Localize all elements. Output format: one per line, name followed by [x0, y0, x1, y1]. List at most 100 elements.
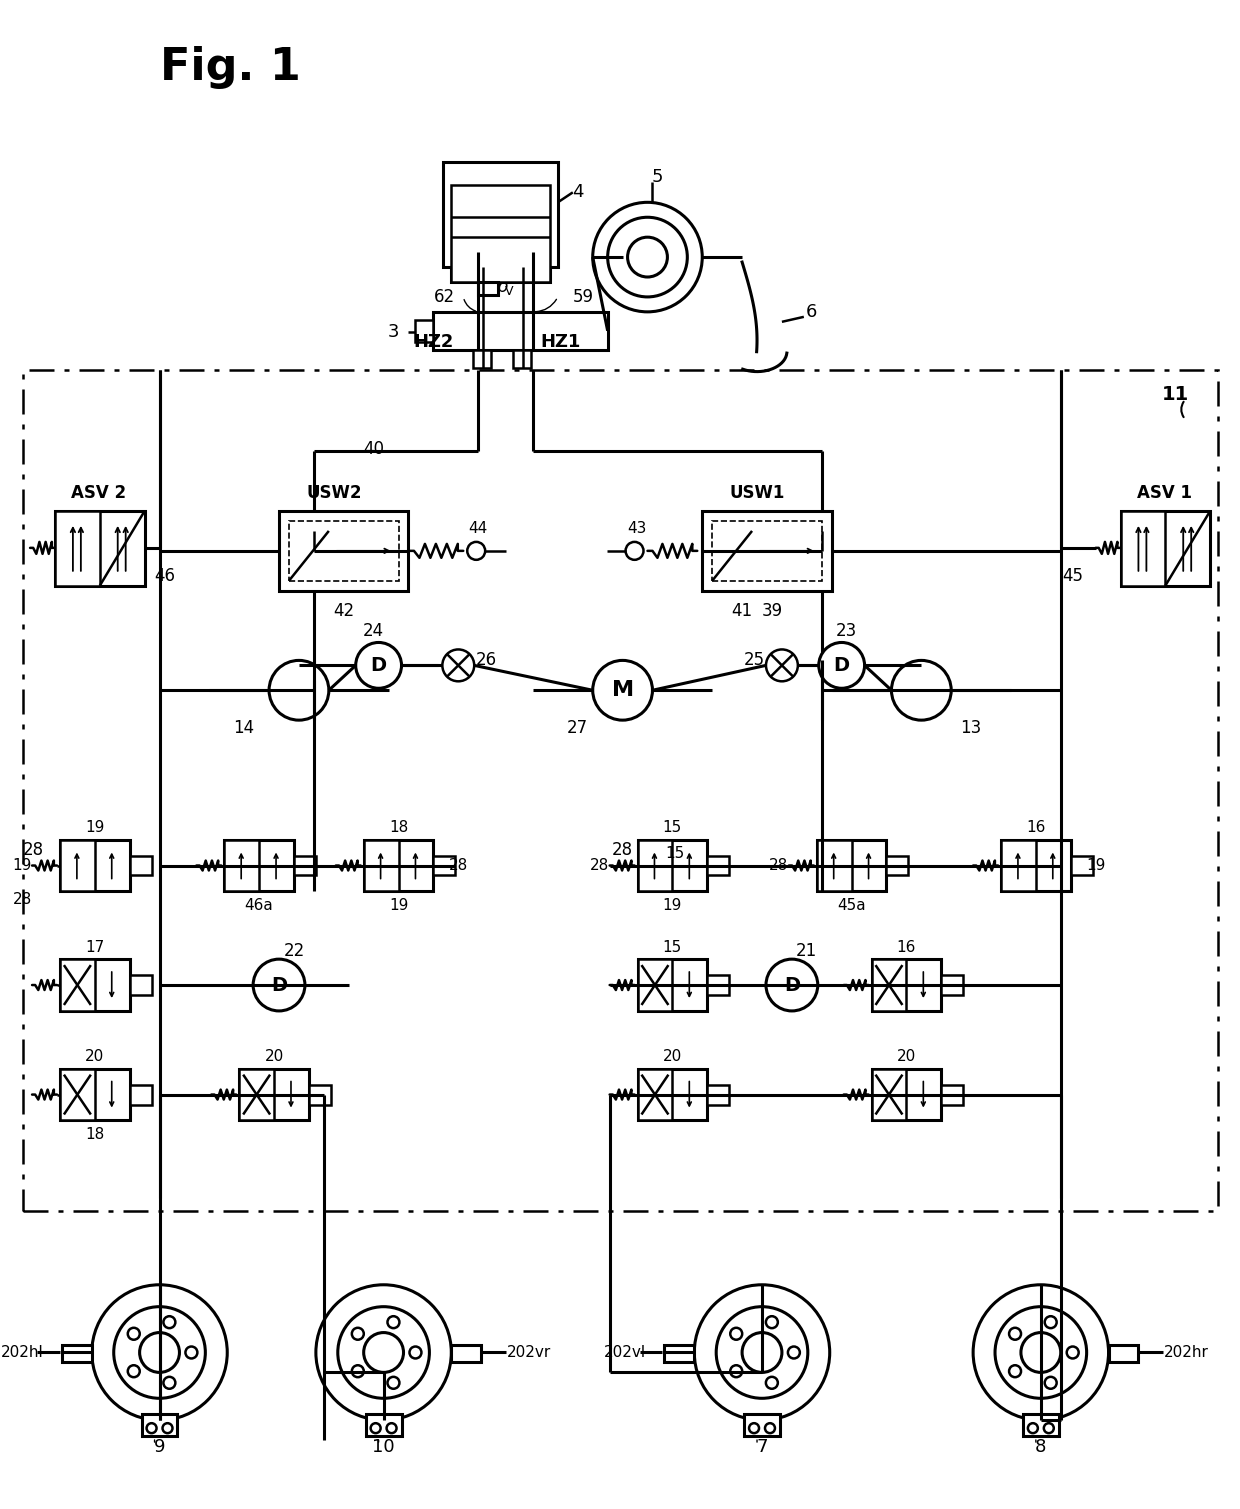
Circle shape	[387, 1316, 399, 1328]
Circle shape	[1028, 1423, 1038, 1434]
Text: 15: 15	[666, 847, 684, 862]
Bar	[817, 839, 887, 892]
Text: 16: 16	[1027, 821, 1045, 834]
Bar	[60, 1068, 130, 1121]
Text: 43: 43	[627, 522, 646, 536]
Circle shape	[973, 1284, 1109, 1420]
Text: 16: 16	[897, 940, 916, 955]
Text: 41: 41	[732, 602, 753, 620]
Circle shape	[316, 1284, 451, 1420]
Bar	[60, 839, 94, 892]
Bar	[451, 186, 549, 282]
Text: D: D	[784, 975, 800, 994]
Text: 202hr: 202hr	[1164, 1345, 1209, 1360]
Text: USW1: USW1	[729, 484, 785, 502]
Circle shape	[892, 661, 951, 720]
Text: 45: 45	[1063, 567, 1084, 585]
Text: 8: 8	[1035, 1438, 1047, 1456]
Text: 39: 39	[761, 602, 782, 620]
Circle shape	[186, 1346, 197, 1358]
Bar	[60, 960, 94, 1011]
Bar	[637, 1068, 672, 1121]
Text: 15: 15	[662, 821, 682, 834]
Bar	[279, 512, 408, 590]
Circle shape	[1044, 1423, 1054, 1434]
Text: 13: 13	[961, 720, 982, 736]
Bar	[363, 839, 434, 892]
Text: ASV 1: ASV 1	[1137, 484, 1192, 502]
Circle shape	[146, 1423, 156, 1434]
Bar	[665, 1345, 694, 1363]
Circle shape	[1009, 1328, 1021, 1340]
Bar	[707, 856, 729, 875]
Bar	[872, 960, 906, 1011]
Text: 22: 22	[284, 942, 305, 960]
Text: 23: 23	[836, 622, 857, 640]
Bar	[744, 1414, 780, 1437]
Text: 24: 24	[363, 622, 384, 640]
Circle shape	[337, 1307, 429, 1399]
Circle shape	[1021, 1332, 1060, 1372]
Bar	[887, 856, 909, 875]
Circle shape	[443, 649, 474, 681]
Circle shape	[994, 1307, 1086, 1399]
Circle shape	[92, 1284, 227, 1420]
Bar	[130, 856, 151, 875]
Circle shape	[608, 217, 687, 297]
Text: M: M	[611, 681, 634, 700]
Circle shape	[766, 649, 797, 681]
Circle shape	[253, 960, 305, 1011]
Text: D: D	[371, 656, 387, 675]
Circle shape	[742, 1332, 782, 1372]
Circle shape	[818, 643, 864, 688]
Circle shape	[162, 1423, 172, 1434]
Text: 25: 25	[744, 652, 765, 670]
Bar	[141, 1414, 177, 1437]
Bar	[309, 1085, 331, 1105]
Circle shape	[717, 1307, 807, 1399]
Bar	[60, 839, 130, 892]
Text: 42: 42	[334, 602, 355, 620]
Text: 28: 28	[613, 841, 634, 859]
Circle shape	[749, 1423, 759, 1434]
Bar	[637, 960, 707, 1011]
Text: 45a: 45a	[837, 898, 866, 913]
Text: HZ1: HZ1	[541, 332, 582, 350]
Bar	[451, 267, 549, 282]
Text: 20: 20	[662, 1049, 682, 1064]
Bar	[474, 350, 491, 368]
Text: 10: 10	[372, 1438, 394, 1456]
Text: 19: 19	[662, 898, 682, 913]
Bar	[941, 1085, 963, 1105]
Circle shape	[1066, 1346, 1079, 1358]
Text: 28: 28	[22, 841, 43, 859]
Circle shape	[387, 1423, 397, 1434]
Circle shape	[387, 1376, 399, 1388]
Text: 6: 6	[806, 303, 817, 321]
Circle shape	[128, 1366, 140, 1378]
Bar	[55, 512, 145, 585]
Bar	[707, 975, 729, 994]
Circle shape	[114, 1307, 206, 1399]
Bar	[513, 350, 531, 368]
Circle shape	[140, 1332, 180, 1372]
Text: 46: 46	[155, 567, 176, 585]
Bar	[1023, 1414, 1059, 1437]
Text: 27: 27	[567, 720, 588, 736]
Circle shape	[730, 1366, 743, 1378]
Text: p: p	[496, 278, 507, 296]
Circle shape	[787, 1346, 800, 1358]
Text: 202vr: 202vr	[507, 1345, 551, 1360]
Text: 19: 19	[1086, 859, 1105, 874]
Circle shape	[1045, 1316, 1056, 1328]
Text: 5: 5	[652, 169, 663, 187]
Circle shape	[765, 1423, 775, 1434]
Bar	[130, 975, 151, 994]
Text: 17: 17	[86, 940, 104, 955]
Bar	[224, 839, 294, 892]
Text: 28: 28	[769, 859, 789, 874]
Text: 15: 15	[662, 940, 682, 955]
Bar	[62, 1345, 92, 1363]
Text: 40: 40	[363, 441, 384, 459]
Circle shape	[363, 1332, 403, 1372]
